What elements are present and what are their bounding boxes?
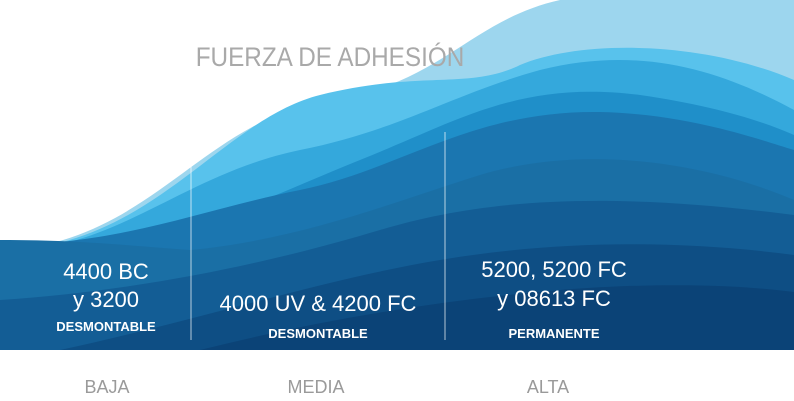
product-line: y 3200	[73, 287, 139, 312]
level-label: BAJA	[84, 377, 129, 397]
product-line: 4400 BC	[63, 259, 149, 284]
level-label: ALTA	[527, 377, 569, 397]
wave	[200, 285, 794, 350]
product-note: DESMONTABLE	[56, 319, 156, 334]
title: FUERZA DE ADHESIÓN	[196, 42, 465, 72]
product-line: 4000 UV & 4200 FC	[220, 291, 417, 316]
product-line: 5200, 5200 FC	[481, 257, 627, 282]
level-label: MEDIA	[287, 377, 344, 397]
product-line: y 08613 FC	[497, 286, 611, 311]
waves	[0, 0, 794, 351]
product-note: PERMANENTE	[508, 326, 599, 341]
product-note: DESMONTABLE	[268, 326, 368, 341]
